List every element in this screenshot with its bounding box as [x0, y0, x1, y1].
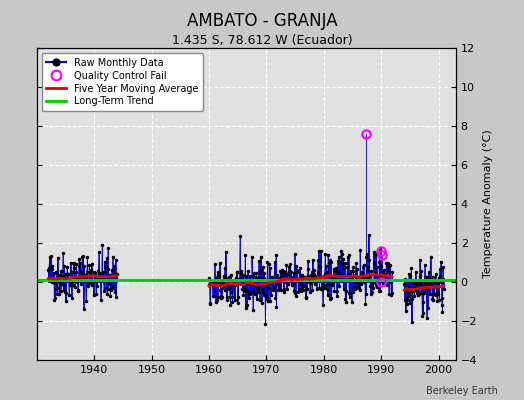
Y-axis label: Temperature Anomaly (°C): Temperature Anomaly (°C) — [483, 130, 493, 278]
Text: 1.435 S, 78.612 W (Ecuador): 1.435 S, 78.612 W (Ecuador) — [172, 34, 352, 47]
Legend: Raw Monthly Data, Quality Control Fail, Five Year Moving Average, Long-Term Tren: Raw Monthly Data, Quality Control Fail, … — [41, 53, 203, 111]
Text: Berkeley Earth: Berkeley Earth — [426, 386, 498, 396]
Text: AMBATO - GRANJA: AMBATO - GRANJA — [187, 12, 337, 30]
